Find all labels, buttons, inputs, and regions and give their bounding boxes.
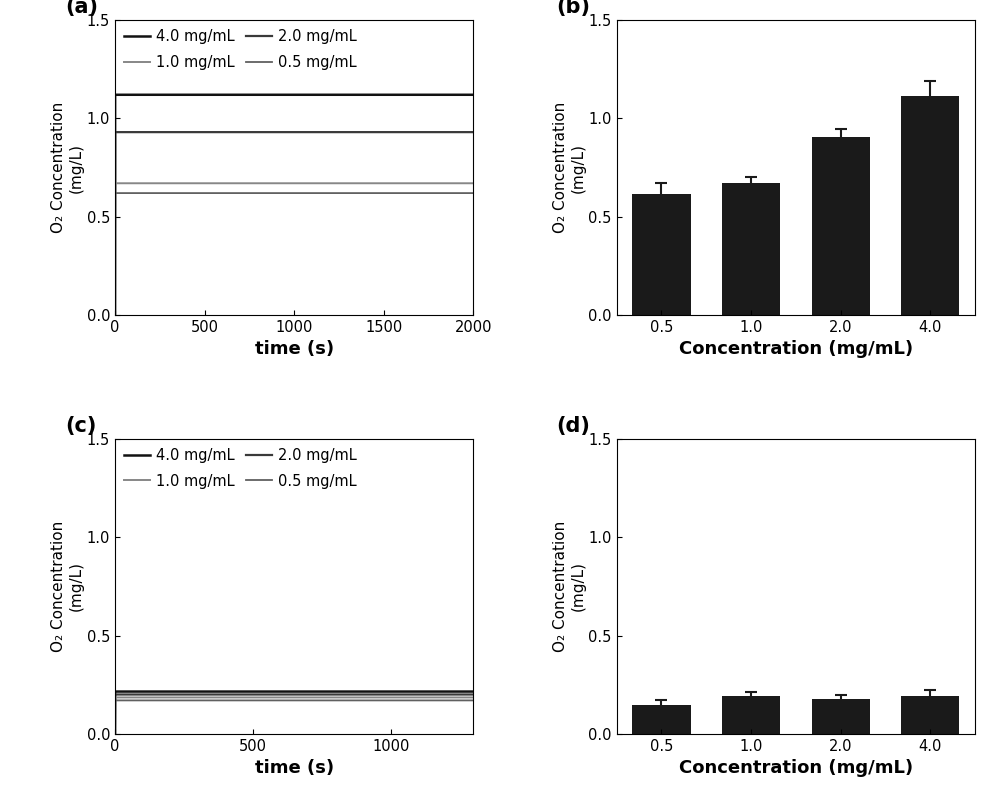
- Legend: 4.0 mg/mL, 1.0 mg/mL, 2.0 mg/mL, 0.5 mg/mL: 4.0 mg/mL, 1.0 mg/mL, 2.0 mg/mL, 0.5 mg/…: [121, 26, 360, 73]
- Bar: [901, 696, 959, 734]
- Y-axis label: O₂ Concentration
(mg/L): O₂ Concentration (mg/L): [51, 520, 84, 652]
- Text: (c): (c): [65, 416, 96, 436]
- Bar: [812, 137, 870, 315]
- X-axis label: Concentration (mg/mL): Concentration (mg/mL): [679, 340, 913, 358]
- Bar: [812, 699, 870, 734]
- Y-axis label: O₂ Concentration
(mg/L): O₂ Concentration (mg/L): [51, 102, 84, 233]
- X-axis label: Concentration (mg/mL): Concentration (mg/mL): [679, 759, 913, 777]
- Text: (b): (b): [556, 0, 590, 17]
- Bar: [632, 194, 691, 315]
- Text: (d): (d): [556, 416, 590, 436]
- X-axis label: time (s): time (s): [255, 759, 334, 777]
- Bar: [722, 183, 780, 315]
- Y-axis label: O₂ Concentration
(mg/L): O₂ Concentration (mg/L): [553, 520, 586, 652]
- Text: (a): (a): [65, 0, 98, 17]
- Bar: [722, 696, 780, 734]
- Bar: [632, 705, 691, 734]
- Legend: 4.0 mg/mL, 1.0 mg/mL, 2.0 mg/mL, 0.5 mg/mL: 4.0 mg/mL, 1.0 mg/mL, 2.0 mg/mL, 0.5 mg/…: [121, 445, 360, 492]
- Y-axis label: O₂ Concentration
(mg/L): O₂ Concentration (mg/L): [553, 102, 586, 233]
- X-axis label: time (s): time (s): [255, 340, 334, 358]
- Bar: [901, 95, 959, 315]
